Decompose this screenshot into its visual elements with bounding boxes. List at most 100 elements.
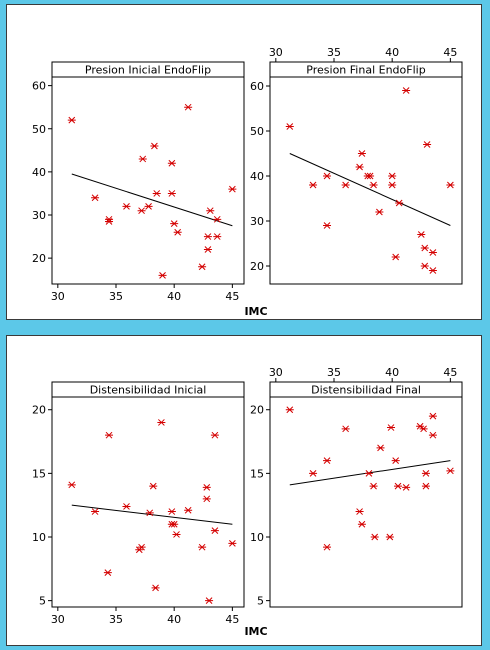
data-point <box>364 470 373 477</box>
data-point <box>428 431 437 439</box>
data-point <box>376 444 385 452</box>
data-point <box>157 419 166 426</box>
data-point <box>402 87 411 94</box>
y-tick-label: 10 <box>32 531 46 544</box>
data-point <box>167 190 176 197</box>
y-tick-label: 5 <box>39 595 46 608</box>
x-tick-label: 45 <box>225 613 239 626</box>
data-point <box>416 422 425 430</box>
x-tick-label: 40 <box>385 46 399 59</box>
data-point <box>285 406 294 414</box>
data-point <box>366 172 375 180</box>
data-point <box>395 199 404 207</box>
y-tick-label: 40 <box>250 170 264 183</box>
data-point <box>198 543 207 551</box>
x-tick-label: 40 <box>167 290 181 303</box>
data-point <box>122 503 131 510</box>
data-point <box>202 495 211 503</box>
y-tick-label: 60 <box>32 80 46 93</box>
data-point <box>172 531 181 538</box>
scatter-matrix-top: Presion Inicial EndoFlip 20 30 40 50 60 30 35 40… <box>32 46 463 318</box>
data-point <box>67 481 76 489</box>
x-tick-label: 30 <box>269 366 283 379</box>
data-point <box>205 597 214 604</box>
data-point <box>417 231 426 238</box>
data-point <box>420 262 429 270</box>
x-tick-label: 45 <box>225 290 239 303</box>
data-point <box>402 484 411 491</box>
data-point <box>210 527 219 534</box>
data-point <box>152 190 161 197</box>
y-tick-label: 30 <box>250 215 264 228</box>
data-point <box>391 253 400 261</box>
data-point <box>103 569 112 576</box>
y-tick-label: 50 <box>250 125 264 138</box>
data-point <box>357 150 366 157</box>
data-point <box>203 246 212 253</box>
data-point <box>167 159 176 167</box>
figure-panel-bottom: Distensibilidad Inicial 5 10 15 20 30 35 40 45 Di… <box>6 335 482 646</box>
plot-frame <box>51 381 245 608</box>
x-axis-title: IMC <box>244 305 267 318</box>
x-tick-label: 45 <box>443 366 457 379</box>
scatter-panel-3: Distensibilidad Final 5 10 15 20 30 35 40 45 <box>250 366 463 608</box>
data-point <box>423 141 432 148</box>
data-point <box>137 207 146 215</box>
data-point <box>228 185 237 193</box>
data-point <box>213 233 222 240</box>
y-tick-label: 20 <box>250 260 264 273</box>
data-point <box>323 222 332 229</box>
y-tick-label: 20 <box>32 252 46 265</box>
data-point <box>228 540 237 547</box>
data-point <box>341 425 350 433</box>
data-point <box>137 543 146 551</box>
data-point <box>355 508 364 515</box>
data-point <box>428 412 437 420</box>
data-point <box>357 520 366 528</box>
data-point <box>323 543 332 551</box>
data-point <box>428 249 437 256</box>
data-point <box>105 431 114 439</box>
data-point <box>355 163 364 171</box>
data-point <box>394 482 402 490</box>
data-point <box>285 123 294 130</box>
figure-panel-top: Presion Inicial EndoFlip 20 30 40 50 60 30 35 40… <box>6 4 482 320</box>
scatter-panel-1: Presion Final EndoFlip 20 30 40 50 60 30 35 40 45 <box>250 46 463 285</box>
data-point <box>184 103 193 111</box>
data-point <box>173 228 182 236</box>
plot-frame <box>269 61 463 285</box>
x-tick-label: 30 <box>51 290 65 303</box>
data-point <box>323 457 332 464</box>
data-point <box>105 218 114 225</box>
scatter-panel-0: Presion Inicial EndoFlip 20 30 40 50 60 30 35 40… <box>32 61 245 303</box>
data-point <box>309 181 318 189</box>
data-point <box>420 244 429 252</box>
data-point <box>309 470 318 477</box>
data-point <box>184 506 193 514</box>
data-point <box>158 272 167 279</box>
data-point <box>446 181 455 189</box>
y-tick-label: 10 <box>250 531 264 544</box>
x-axis-title: IMC <box>244 625 267 638</box>
data-point <box>151 584 160 592</box>
panel-title: Presion Inicial EndoFlip <box>85 64 211 77</box>
data-point <box>341 181 350 189</box>
data-point <box>210 431 219 439</box>
x-tick-label: 40 <box>385 366 399 379</box>
data-point <box>446 467 455 475</box>
y-tick-label: 30 <box>32 209 46 222</box>
data-point <box>375 208 384 216</box>
data-point <box>67 116 76 124</box>
plot-frame <box>269 381 463 608</box>
data-point <box>391 457 400 464</box>
data-point <box>213 215 222 223</box>
data-point <box>91 508 100 515</box>
data-point <box>138 155 147 163</box>
data-point <box>170 520 179 528</box>
y-tick-label: 15 <box>250 467 264 480</box>
trend-line <box>71 173 233 227</box>
data-point <box>370 533 379 541</box>
trend-line <box>289 153 451 226</box>
panel-title: Distensibilidad Final <box>311 384 421 397</box>
